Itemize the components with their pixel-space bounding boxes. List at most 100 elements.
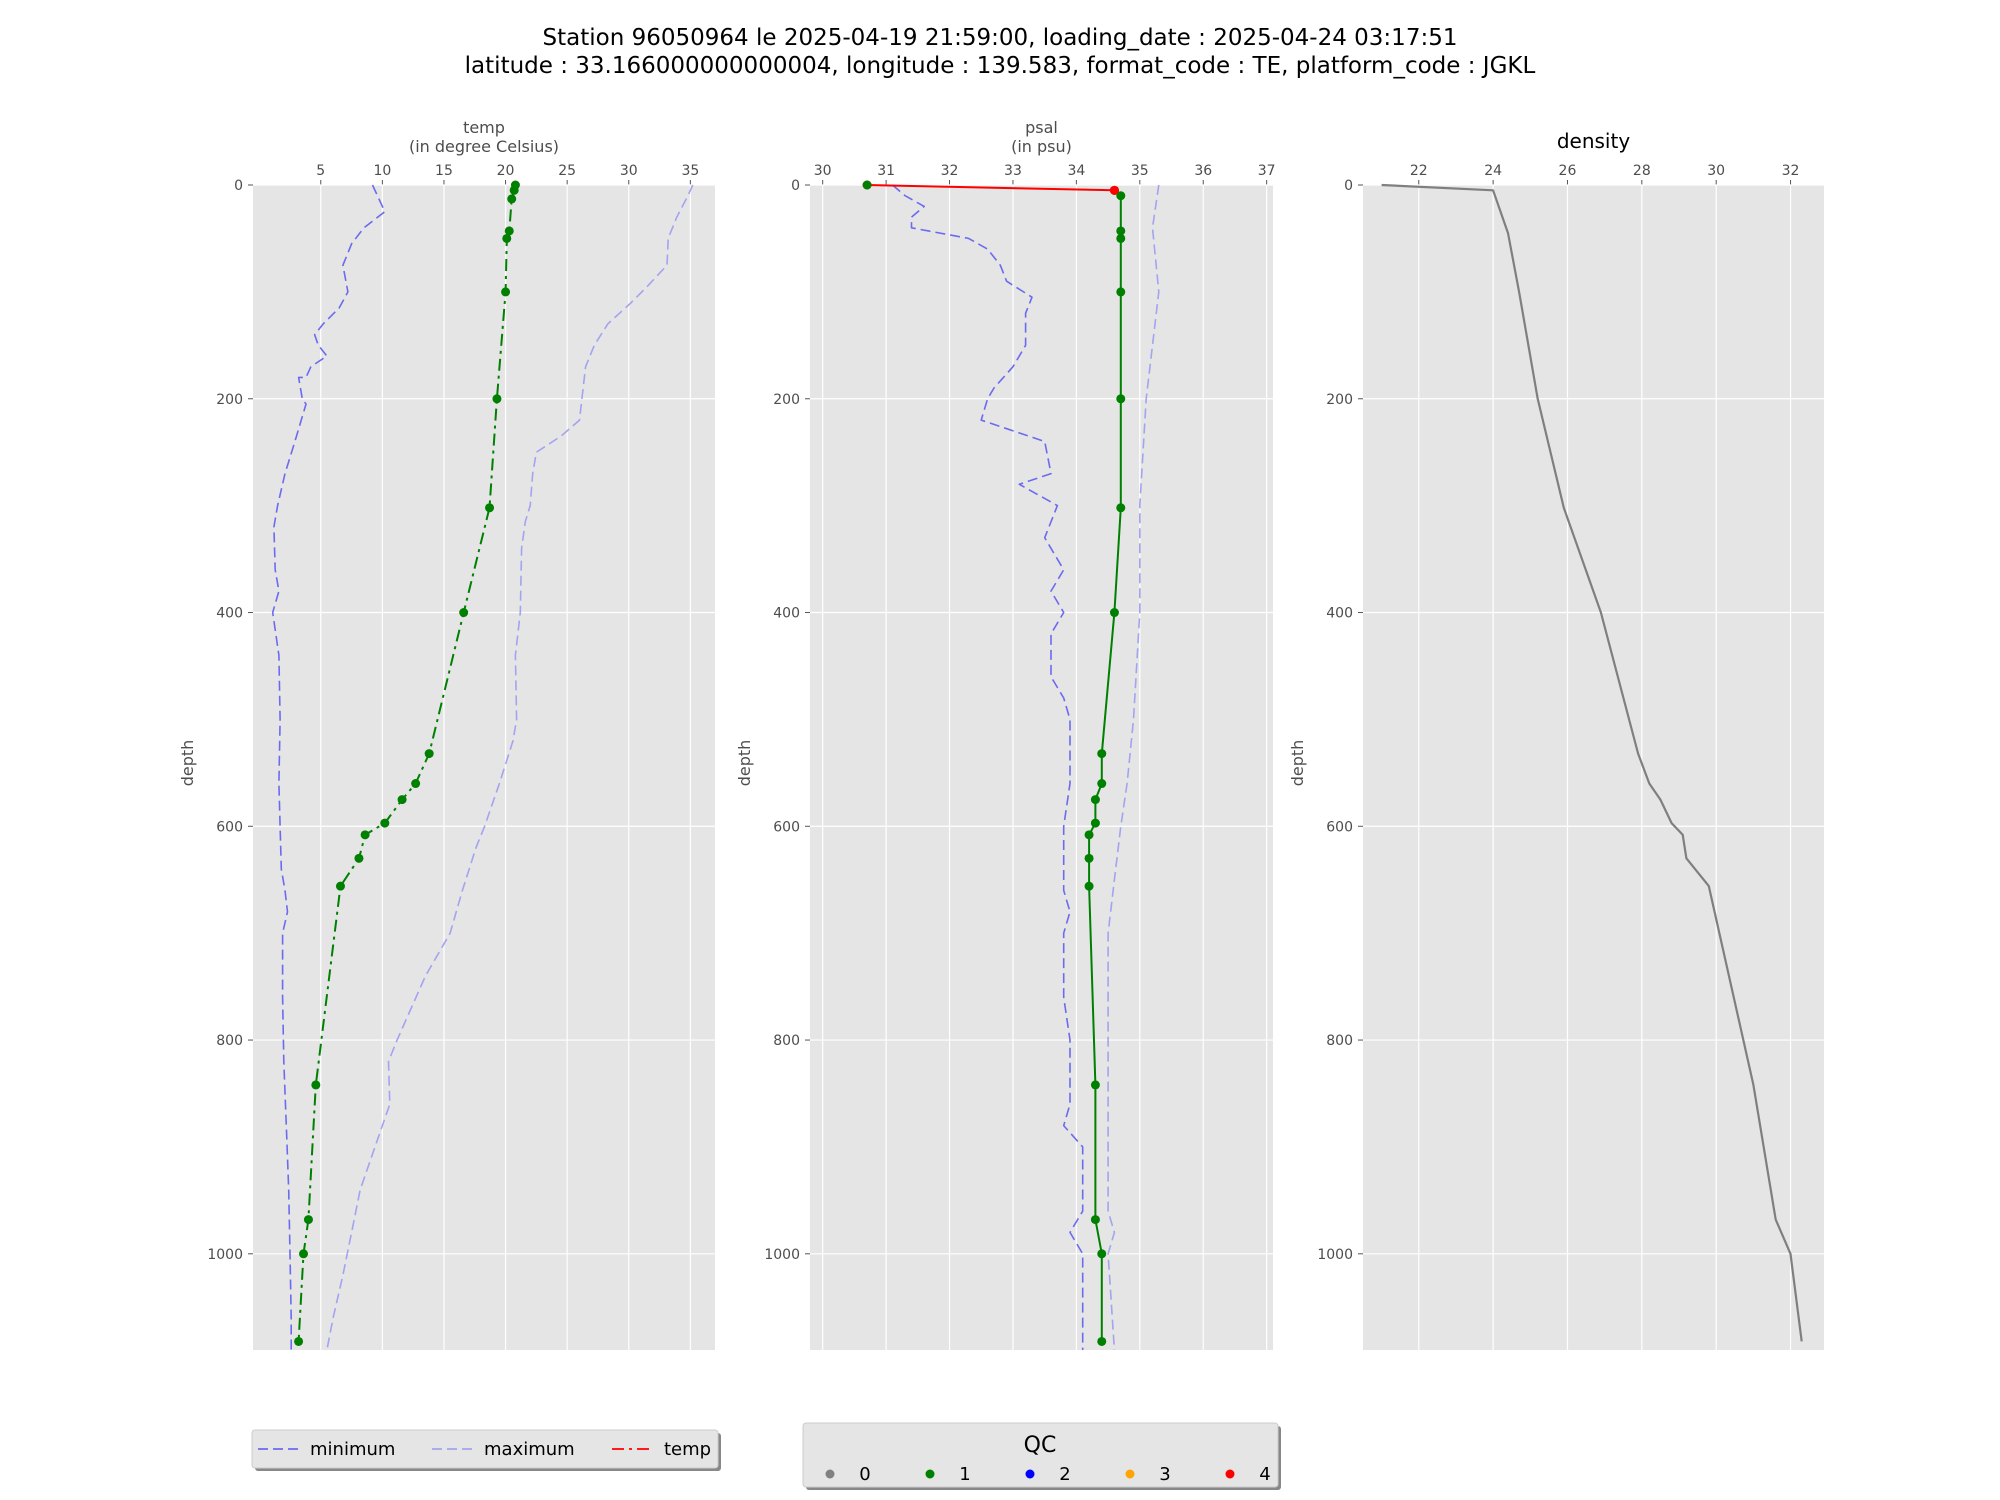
data-point-qc1 [294, 1336, 304, 1346]
data-point-qc1 [1084, 881, 1094, 891]
data-point-qc1 [1097, 779, 1107, 789]
data-point-qc1 [360, 830, 370, 840]
x-tick-label: 24 [1484, 163, 1502, 179]
y-tick-label: 200 [1326, 392, 1353, 408]
series-line-temp [297, 184, 517, 1342]
legend-title: QC [1024, 1433, 1057, 1458]
data-point-qc1 [1097, 1336, 1107, 1346]
x-tick-label: 20 [497, 163, 515, 179]
x-tick-label: 31 [877, 163, 895, 179]
data-point-qc1 [862, 180, 872, 190]
x-tick-label: 35 [1131, 163, 1149, 179]
x-tick-label: 30 [814, 163, 832, 179]
legend-marker-qc0 [825, 1469, 835, 1479]
data-point-qc1 [1090, 1080, 1100, 1090]
data-point-qc1 [507, 194, 517, 204]
chart-title-line-1: Station 96050964 le 2025-04-19 21:59:00,… [542, 25, 1458, 51]
legend-label-qc2: 2 [1059, 1464, 1070, 1485]
legend-label-qc3: 3 [1159, 1464, 1170, 1485]
x-tick-label: 36 [1194, 163, 1212, 179]
x-tick-label: 22 [1410, 163, 1428, 179]
legend-label-qc0: 0 [859, 1464, 870, 1485]
data-point-qc1 [1097, 1249, 1107, 1259]
y-tick-label: 600 [216, 819, 243, 835]
series-line-maximum [326, 184, 694, 1351]
data-point-qc1 [459, 608, 469, 618]
data-point-qc1 [1090, 795, 1100, 805]
y-axis-label: depth [1288, 740, 1307, 787]
chart-title: Station 96050964 le 2025-04-19 21:59:00,… [0, 24, 2000, 80]
x-axis-label: temp [463, 118, 505, 137]
y-tick-label: 800 [773, 1033, 800, 1049]
legend-label-temp: temp [664, 1439, 711, 1460]
y-tick-label: 400 [216, 606, 243, 622]
x-axis-label: psal [1025, 118, 1058, 137]
x-axis-unit-label: (in psu) [1011, 137, 1072, 156]
x-tick-label: 15 [435, 163, 453, 179]
data-point-qc1 [424, 749, 434, 759]
x-tick-label: 26 [1559, 163, 1577, 179]
y-tick-label: 1000 [1317, 1247, 1353, 1263]
data-point-qc1 [502, 233, 512, 243]
data-point-qc1 [1090, 1215, 1100, 1225]
data-point-qc1 [509, 185, 519, 195]
legend-qc: QC 0 1 2 3 4 [802, 1422, 1281, 1490]
x-tick-label: 32 [941, 163, 959, 179]
x-tick-label: 37 [1258, 163, 1276, 179]
x-tick-label: 30 [620, 163, 638, 179]
data-point-qc1 [1116, 226, 1126, 236]
chart-title-line-2: latitude : 33.166000000000004, longitude… [464, 53, 1536, 79]
data-point-qc1 [1090, 818, 1100, 828]
data-point-qc1 [335, 881, 345, 891]
plot-area [1363, 185, 1824, 1350]
legend-label-qc4: 4 [1259, 1464, 1270, 1485]
x-tick-label: 5 [316, 163, 325, 179]
y-tick-label: 1000 [764, 1247, 800, 1263]
x-tick-label: 28 [1633, 163, 1651, 179]
y-axis-label: depth [178, 740, 197, 787]
y-tick-label: 200 [216, 392, 243, 408]
series-line-minimum [271, 184, 386, 1350]
x-tick-label: 32 [1782, 163, 1800, 179]
y-axis-label: depth [735, 740, 754, 787]
data-point-qc1 [311, 1080, 321, 1090]
y-tick-label: 800 [216, 1033, 243, 1049]
legend-box [251, 1429, 719, 1469]
data-point-qc1 [354, 853, 364, 863]
data-point-qc1 [485, 503, 495, 513]
y-tick-label: 0 [1344, 178, 1353, 194]
panel-3: 22 24 26 28 30 32 0 200 400 600 800 1000 density dept… [1288, 129, 1824, 1350]
data-point-qc4 [1109, 185, 1119, 195]
data-point-qc1 [1097, 749, 1107, 759]
data-point-qc1 [501, 287, 511, 297]
y-tick-label: 600 [773, 819, 800, 835]
series-line-psal-qc4 [867, 184, 1115, 192]
legend-marker-qc2 [1025, 1469, 1035, 1479]
y-tick-label: 600 [1326, 819, 1353, 835]
data-point-qc1 [1116, 503, 1126, 513]
data-point-qc1 [303, 1215, 313, 1225]
panel-2: 30 31 32 33 34 35 36 37 0 200 400 600 800 1000 psal(in… [735, 118, 1276, 1351]
legend-label-qc1: 1 [959, 1464, 970, 1485]
data-point-qc1 [397, 795, 407, 805]
data-point-qc1 [1116, 233, 1126, 243]
legend-lines: minimum maximum temp [251, 1429, 721, 1471]
y-tick-label: 200 [773, 392, 800, 408]
plot-area [253, 185, 715, 1350]
series-line-minimum [891, 184, 1084, 1350]
x-tick-label: 35 [681, 163, 699, 179]
x-axis-unit-label: (in degree Celsius) [409, 137, 559, 156]
x-tick-label: 25 [558, 163, 576, 179]
legend-box [802, 1422, 1279, 1488]
y-tick-label: 1000 [207, 1247, 243, 1263]
data-point-qc1 [1116, 191, 1126, 201]
data-point-qc1 [299, 1249, 309, 1259]
data-point-qc1 [1084, 853, 1094, 863]
legend-label-minimum: minimum [310, 1439, 395, 1460]
panel-title: density [1557, 129, 1630, 153]
y-tick-label: 800 [1326, 1033, 1353, 1049]
data-point-qc1 [504, 226, 514, 236]
data-point-qc1 [380, 818, 390, 828]
legend-marker-qc4 [1225, 1469, 1235, 1479]
